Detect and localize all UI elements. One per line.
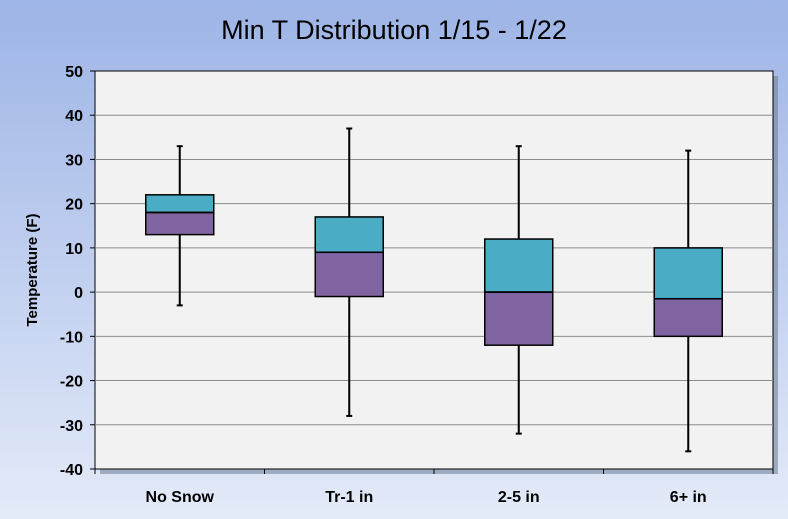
y-tick-label: 50 [65,64,83,81]
y-tick-label: 30 [65,152,83,169]
y-tick-label: -30 [60,418,83,435]
box-group [653,149,723,453]
box-upper-quartile [145,194,215,214]
y-tick-label: 10 [65,241,83,258]
box-lower-quartile [653,297,723,338]
y-tick-label: 0 [74,285,83,302]
y-axis-title: Temperature (F) [24,213,41,326]
y-tick-label: -40 [60,462,83,479]
x-tick-label: No Snow [146,489,215,506]
box-group [145,145,215,307]
box-upper-quartile [484,238,554,293]
y-axis-ticks: 50 40 30 20 10 0 -10 -20 -30 -40 [60,64,95,479]
box-lower-quartile [145,211,215,236]
box-group [314,127,384,417]
x-tick-label: Tr-1 in [325,489,373,506]
y-tick-label: 20 [65,197,83,214]
chart-title: Min T Distribution 1/15 - 1/22 [221,15,567,45]
y-tick-label: -20 [60,374,83,391]
box-group [484,145,554,435]
y-tick-label: -10 [60,329,83,346]
box-upper-quartile [314,216,384,254]
y-tick-label: 40 [65,108,83,125]
x-axis-ticks: No Snow Tr-1 in 2-5 in 6+ in [94,469,774,506]
boxes [145,127,723,453]
box-lower-quartile [314,251,384,298]
x-tick-label: 2-5 in [498,489,540,506]
box-lower-quartile [484,291,554,346]
x-tick-label: 6+ in [670,489,707,506]
box-upper-quartile [653,247,723,300]
